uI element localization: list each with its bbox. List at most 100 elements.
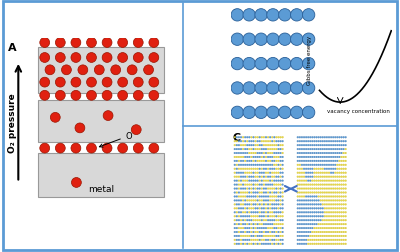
Circle shape xyxy=(301,156,303,158)
Circle shape xyxy=(246,156,248,158)
Circle shape xyxy=(345,196,346,198)
Circle shape xyxy=(278,184,279,186)
Circle shape xyxy=(255,160,256,162)
Circle shape xyxy=(318,239,320,241)
Circle shape xyxy=(259,160,261,162)
Circle shape xyxy=(343,231,344,233)
Circle shape xyxy=(299,239,301,241)
Circle shape xyxy=(244,137,246,139)
Circle shape xyxy=(328,168,330,170)
Circle shape xyxy=(250,219,252,221)
Text: Gibbs free energy: Gibbs free energy xyxy=(307,36,312,84)
Circle shape xyxy=(303,219,305,221)
Circle shape xyxy=(307,152,309,154)
Circle shape xyxy=(252,160,254,162)
Circle shape xyxy=(338,235,340,237)
Circle shape xyxy=(320,223,322,225)
Circle shape xyxy=(257,145,258,146)
Circle shape xyxy=(238,227,240,229)
Circle shape xyxy=(328,164,330,166)
Circle shape xyxy=(345,204,346,205)
Circle shape xyxy=(261,149,263,150)
Circle shape xyxy=(301,145,303,146)
Circle shape xyxy=(234,145,236,146)
Circle shape xyxy=(269,137,271,139)
Circle shape xyxy=(280,223,282,225)
Circle shape xyxy=(271,180,273,182)
Circle shape xyxy=(343,200,344,202)
Circle shape xyxy=(259,164,261,166)
Circle shape xyxy=(276,152,277,154)
Circle shape xyxy=(236,231,238,233)
Circle shape xyxy=(265,184,267,186)
Circle shape xyxy=(246,160,248,162)
Circle shape xyxy=(244,180,246,182)
Circle shape xyxy=(312,145,313,146)
Circle shape xyxy=(322,152,324,154)
Circle shape xyxy=(297,188,299,190)
Circle shape xyxy=(240,141,242,143)
Circle shape xyxy=(271,235,273,237)
Circle shape xyxy=(330,164,332,166)
Circle shape xyxy=(305,215,307,217)
Circle shape xyxy=(263,196,265,198)
Circle shape xyxy=(338,196,340,198)
Circle shape xyxy=(340,239,342,241)
Circle shape xyxy=(326,156,328,158)
Circle shape xyxy=(320,211,322,213)
Circle shape xyxy=(271,227,273,229)
Circle shape xyxy=(71,91,81,101)
Circle shape xyxy=(312,219,313,221)
Circle shape xyxy=(252,204,254,205)
Circle shape xyxy=(259,180,261,182)
Circle shape xyxy=(336,188,338,190)
Circle shape xyxy=(269,180,271,182)
Circle shape xyxy=(336,200,338,202)
Circle shape xyxy=(131,125,141,135)
Circle shape xyxy=(234,239,236,241)
Circle shape xyxy=(265,211,267,213)
Circle shape xyxy=(267,176,269,178)
Circle shape xyxy=(265,227,267,229)
Circle shape xyxy=(265,223,267,225)
Circle shape xyxy=(343,176,344,178)
Circle shape xyxy=(280,235,282,237)
Circle shape xyxy=(244,223,246,225)
Circle shape xyxy=(267,141,269,143)
Circle shape xyxy=(242,239,244,241)
Circle shape xyxy=(267,164,269,166)
Circle shape xyxy=(244,200,246,202)
Circle shape xyxy=(312,141,313,143)
Circle shape xyxy=(305,188,307,190)
Circle shape xyxy=(257,156,258,158)
Circle shape xyxy=(255,10,267,22)
Circle shape xyxy=(322,211,324,213)
Circle shape xyxy=(248,172,250,174)
Circle shape xyxy=(345,160,346,162)
Circle shape xyxy=(324,149,326,150)
Circle shape xyxy=(257,160,258,162)
Circle shape xyxy=(330,204,332,205)
Circle shape xyxy=(246,145,248,146)
Circle shape xyxy=(326,204,328,205)
Circle shape xyxy=(307,239,309,241)
Circle shape xyxy=(320,164,322,166)
Circle shape xyxy=(269,160,271,162)
Circle shape xyxy=(248,235,250,237)
Circle shape xyxy=(324,188,326,190)
Circle shape xyxy=(259,200,261,202)
Circle shape xyxy=(326,239,328,241)
Circle shape xyxy=(252,239,254,241)
Circle shape xyxy=(338,223,340,225)
Circle shape xyxy=(252,168,254,170)
Circle shape xyxy=(314,168,315,170)
Circle shape xyxy=(326,223,328,225)
Circle shape xyxy=(259,145,261,146)
Circle shape xyxy=(276,219,277,221)
Circle shape xyxy=(276,168,277,170)
Circle shape xyxy=(340,180,342,182)
Circle shape xyxy=(316,235,318,237)
Circle shape xyxy=(336,227,338,229)
Circle shape xyxy=(320,196,322,198)
Circle shape xyxy=(340,172,342,174)
